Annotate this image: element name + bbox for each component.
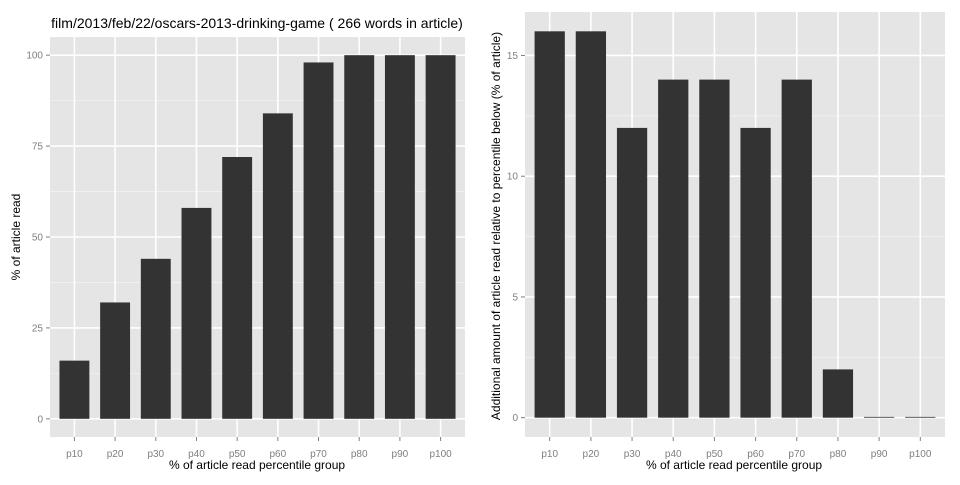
left-x-tick-label: p100 (429, 449, 452, 460)
left-y-tick-label: 0 (37, 414, 43, 425)
right-x-tick-label: p100 (909, 449, 932, 460)
right-bar-p60 (740, 127, 771, 418)
left-bar-p60 (262, 113, 293, 419)
left-x-axis-title: % of article read percentile group (169, 458, 345, 472)
right-x-tick-label: p60 (747, 449, 764, 460)
right-y-axis: 0 5 10 15 (507, 51, 525, 424)
left-chart: film/2013/feb/22/oscars-2013-drinking-ga… (9, 15, 465, 472)
left-x-axis: p10 p20 p30 p40 p50 p60 p70 p80 p90 p100 (66, 437, 452, 460)
right-y-axis-title: Additional amount of article read relati… (489, 32, 503, 420)
left-chart-title: film/2013/feb/22/oscars-2013-drinking-ga… (51, 15, 463, 31)
left-bar-p10 (59, 360, 90, 419)
right-x-axis-title: % of article read percentile group (646, 458, 822, 472)
right-x-tick-label: p20 (583, 449, 600, 460)
left-bar-p90 (384, 55, 415, 419)
right-y-tick-label: 5 (512, 292, 518, 303)
right-chart: 0 5 10 15 p10 p20 p30 p40 p50 p60 p70 p80 p90 p100 %… (489, 12, 945, 472)
right-x-tick-label: p70 (788, 449, 805, 460)
right-bar-p20 (575, 31, 607, 418)
left-x-tick-label: p20 (107, 449, 124, 460)
left-bar-p20 (100, 302, 131, 419)
left-y-axis: 0 25 50 75 100 (26, 51, 50, 425)
right-y-tick-label: 15 (507, 51, 519, 62)
right-x-tick-label: p40 (665, 449, 682, 460)
right-bar-p100 (905, 416, 936, 418)
right-x-tick-label: p80 (830, 449, 847, 460)
left-bar-p70 (303, 62, 334, 419)
right-y-tick-label: 10 (507, 172, 519, 183)
left-y-axis-title: % of article read (9, 194, 23, 281)
right-bar-p30 (616, 127, 648, 418)
left-bar-p50 (222, 157, 253, 419)
right-x-tick-label: p30 (624, 449, 641, 460)
left-x-tick-label: p10 (66, 449, 83, 460)
right-y-tick-label: 0 (512, 413, 518, 424)
left-y-tick-label: 100 (26, 51, 43, 62)
left-x-tick-label: p40 (188, 449, 205, 460)
left-bars (59, 55, 456, 419)
left-bar-p30 (140, 258, 171, 419)
right-bar-p40 (658, 79, 689, 418)
left-y-tick-label: 50 (32, 233, 44, 244)
left-x-tick-label: p50 (229, 449, 246, 460)
right-bar-p10 (534, 31, 565, 418)
right-bar-p90 (863, 416, 895, 418)
right-x-tick-label: p90 (871, 449, 888, 460)
left-y-tick-label: 25 (32, 323, 44, 334)
left-x-tick-label: p30 (147, 449, 164, 460)
left-bar-p80 (344, 55, 375, 419)
left-x-tick-label: p70 (310, 449, 327, 460)
left-bar-p100 (425, 55, 456, 419)
right-x-axis: p10 p20 p30 p40 p50 p60 p70 p80 p90 p100 (541, 437, 932, 460)
left-x-tick-label: p60 (269, 449, 286, 460)
left-x-tick-label: p80 (351, 449, 368, 460)
left-bar-p40 (181, 207, 212, 419)
left-x-tick-label: p90 (392, 449, 409, 460)
right-bar-p80 (822, 369, 854, 418)
right-bars (534, 31, 936, 418)
left-y-tick-label: 75 (32, 142, 44, 153)
right-x-tick-label: p50 (706, 449, 723, 460)
right-bar-p50 (699, 79, 730, 418)
right-bar-p70 (781, 79, 812, 418)
right-x-tick-label: p10 (541, 449, 558, 460)
